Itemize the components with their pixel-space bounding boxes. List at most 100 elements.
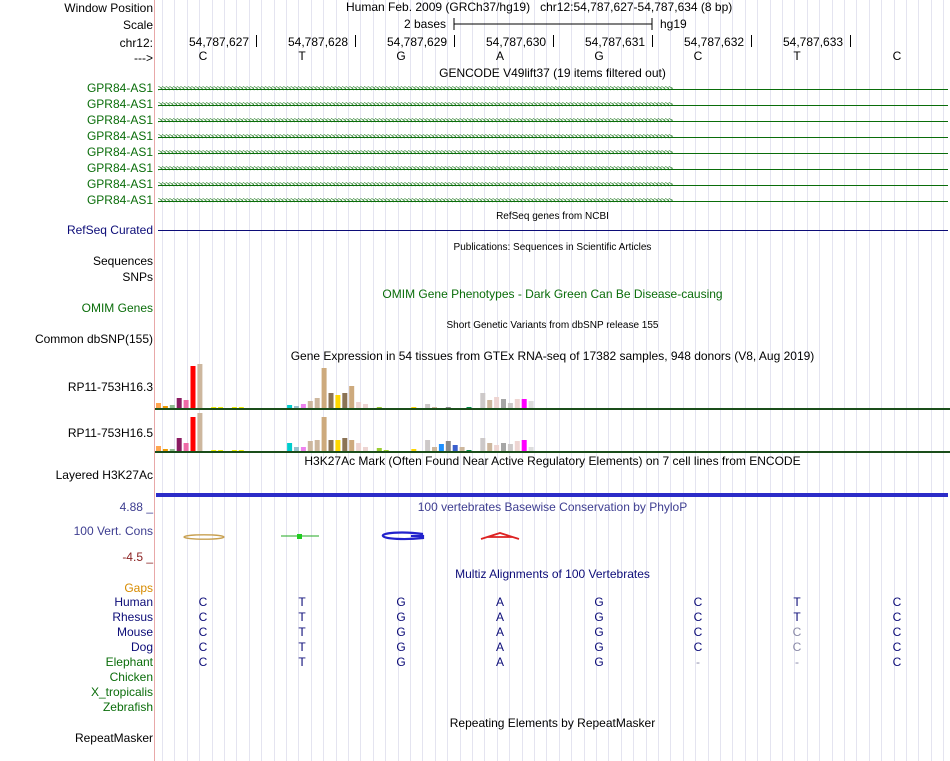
gtex-tissue-bar[interactable] xyxy=(480,393,486,408)
gtex-tissue-bar[interactable] xyxy=(162,449,168,451)
gtex-tissue-bar[interactable] xyxy=(321,368,327,408)
gtex-tissue-bar[interactable] xyxy=(514,399,520,408)
gtex-tissue-bar[interactable] xyxy=(335,395,341,408)
gencode-gene-label[interactable]: GPR84-AS1 xyxy=(86,177,153,191)
gtex-tissue-bar[interactable] xyxy=(314,440,320,451)
gtex-tissue-bar[interactable] xyxy=(162,406,168,408)
gtex-tissue-bar[interactable] xyxy=(349,386,355,408)
gtex-tissue-bar[interactable] xyxy=(507,403,513,408)
gtex-tissue-bar[interactable] xyxy=(328,440,334,451)
gtex-gene2-label[interactable]: RP11-753H16.5 xyxy=(67,426,153,440)
gtex-tissue-bar[interactable] xyxy=(307,401,313,408)
gtex-tissue-bar[interactable] xyxy=(218,450,224,451)
conservation-logos[interactable] xyxy=(155,526,950,546)
gtex-tissue-bar[interactable] xyxy=(190,366,196,408)
gencode-gene-label[interactable]: GPR84-AS1 xyxy=(86,129,153,143)
gtex-tissue-bar[interactable] xyxy=(287,443,293,451)
gtex-bars-2[interactable] xyxy=(155,408,950,453)
gtex-tissue-bar[interactable] xyxy=(218,407,224,408)
gtex-tissue-bar[interactable] xyxy=(480,438,486,451)
gtex-tissue-bar[interactable] xyxy=(487,400,493,408)
gtex-tissue-bar[interactable] xyxy=(156,446,161,451)
gtex-tissue-bar[interactable] xyxy=(294,406,299,408)
gtex-tissue-bar[interactable] xyxy=(169,449,175,451)
gencode-gene-feature[interactable]: >>>>>>>>>>>>>>>>>>>>>>>>>>>>>>>>>>>>>>>>… xyxy=(158,197,673,205)
gtex-tissue-bar[interactable] xyxy=(452,445,458,451)
gtex-tissue-bar[interactable] xyxy=(169,405,175,408)
h3k27ac-signal[interactable] xyxy=(156,493,948,497)
gtex-tissue-bar[interactable] xyxy=(376,407,382,408)
gtex-tissue-bar[interactable] xyxy=(376,448,382,451)
dbsnp-label[interactable]: Common dbSNP(155) xyxy=(34,332,153,346)
gtex-tissue-bar[interactable] xyxy=(356,443,362,451)
gtex-tissue-bar[interactable] xyxy=(238,450,244,451)
gtex-tissue-bar[interactable] xyxy=(507,444,513,451)
gtex-tissue-bar[interactable] xyxy=(521,399,527,408)
gencode-gene-feature[interactable]: >>>>>>>>>>>>>>>>>>>>>>>>>>>>>>>>>>>>>>>>… xyxy=(158,165,673,173)
conservation-label[interactable]: 100 Vert. Cons xyxy=(73,524,153,538)
omim-label[interactable]: OMIM Genes xyxy=(81,301,153,315)
gencode-gene-feature[interactable]: >>>>>>>>>>>>>>>>>>>>>>>>>>>>>>>>>>>>>>>>… xyxy=(158,133,673,141)
gtex-tissue-bar[interactable] xyxy=(521,440,527,451)
species-label[interactable]: Rhesus xyxy=(112,610,153,624)
gencode-gene-label[interactable]: GPR84-AS1 xyxy=(86,113,153,127)
gtex-tissue-bar[interactable] xyxy=(494,445,500,451)
gtex-tissue-bar[interactable] xyxy=(287,405,293,408)
gtex-tissue-bar[interactable] xyxy=(342,438,348,451)
gtex-gene1-label[interactable]: RP11-753H16.3 xyxy=(67,380,153,394)
species-label[interactable]: Mouse xyxy=(116,625,153,639)
gtex-tissue-bar[interactable] xyxy=(321,417,327,451)
species-label[interactable]: X_tropicalis xyxy=(90,685,153,699)
repeatmasker-label[interactable]: RepeatMasker xyxy=(74,731,153,745)
gtex-tissue-bar[interactable] xyxy=(487,443,493,451)
gtex-tissue-bar[interactable] xyxy=(197,413,203,451)
gtex-tissue-bar[interactable] xyxy=(432,447,437,451)
species-label[interactable]: Dog xyxy=(130,640,153,654)
gtex-tissue-bar[interactable] xyxy=(356,402,362,408)
gtex-tissue-bar[interactable] xyxy=(425,440,431,451)
gencode-gene-label[interactable]: GPR84-AS1 xyxy=(86,193,153,207)
gtex-tissue-bar[interactable] xyxy=(528,447,534,451)
gtex-tissue-bar[interactable] xyxy=(294,447,299,451)
gencode-gene-label[interactable]: GPR84-AS1 xyxy=(86,161,153,175)
gtex-tissue-bar[interactable] xyxy=(501,443,506,451)
gencode-gene-feature[interactable]: >>>>>>>>>>>>>>>>>>>>>>>>>>>>>>>>>>>>>>>>… xyxy=(158,149,673,157)
h3k27ac-label[interactable]: Layered H3K27Ac xyxy=(55,468,153,482)
gtex-tissue-bar[interactable] xyxy=(349,440,355,451)
gtex-tissue-bar[interactable] xyxy=(300,447,306,451)
species-label[interactable]: Chicken xyxy=(109,670,153,684)
gencode-gene-label[interactable]: GPR84-AS1 xyxy=(86,97,153,111)
gtex-tissue-bar[interactable] xyxy=(307,441,313,451)
gencode-gene-label[interactable]: GPR84-AS1 xyxy=(86,81,153,95)
gtex-tissue-bar[interactable] xyxy=(183,443,189,451)
gtex-bars-1[interactable] xyxy=(155,362,950,410)
species-label[interactable]: Elephant xyxy=(105,655,153,669)
gtex-tissue-bar[interactable] xyxy=(211,450,217,451)
gencode-gene-feature[interactable]: >>>>>>>>>>>>>>>>>>>>>>>>>>>>>>>>>>>>>>>>… xyxy=(158,181,673,189)
gtex-tissue-bar[interactable] xyxy=(238,407,244,408)
gtex-tissue-bar[interactable] xyxy=(231,450,237,451)
gtex-tissue-bar[interactable] xyxy=(342,393,348,408)
gtex-tissue-bar[interactable] xyxy=(156,403,161,408)
gtex-tissue-bar[interactable] xyxy=(183,400,189,408)
gtex-tissue-bar[interactable] xyxy=(383,450,389,451)
gtex-tissue-bar[interactable] xyxy=(445,407,451,408)
species-label[interactable]: Zebrafish xyxy=(102,700,153,714)
gtex-tissue-bar[interactable] xyxy=(466,450,472,451)
gtex-tissue-bar[interactable] xyxy=(411,449,417,451)
gencode-gene-feature[interactable]: >>>>>>>>>>>>>>>>>>>>>>>>>>>>>>>>>>>>>>>>… xyxy=(158,117,673,125)
snps-label[interactable]: SNPs xyxy=(122,270,153,284)
species-label[interactable]: Human xyxy=(114,595,153,609)
gencode-gene-label[interactable]: GPR84-AS1 xyxy=(86,145,153,159)
gtex-tissue-bar[interactable] xyxy=(314,398,320,408)
gtex-tissue-bar[interactable] xyxy=(494,397,500,408)
gtex-tissue-bar[interactable] xyxy=(411,407,417,408)
gtex-tissue-bar[interactable] xyxy=(197,364,203,408)
gtex-tissue-bar[interactable] xyxy=(459,447,465,451)
gtex-tissue-bar[interactable] xyxy=(176,438,182,451)
gtex-tissue-bar[interactable] xyxy=(335,440,341,451)
gtex-tissue-bar[interactable] xyxy=(363,404,368,408)
refseq-gene-line[interactable] xyxy=(158,230,948,231)
gtex-tissue-bar[interactable] xyxy=(528,401,534,408)
